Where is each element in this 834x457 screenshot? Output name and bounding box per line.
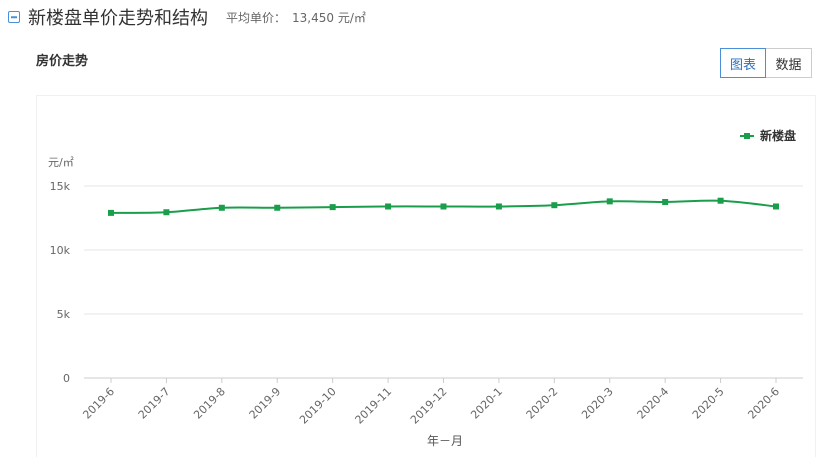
chart-view-button[interactable]: 图表 <box>720 48 766 78</box>
view-toggle: 图表 数据 <box>720 48 812 78</box>
collapse-icon[interactable] <box>8 11 20 23</box>
x-tick-label: 2020-4 <box>635 385 672 422</box>
data-point[interactable] <box>385 203 392 210</box>
x-tick-label: 2020-2 <box>524 385 561 422</box>
x-tick-label: 2019-8 <box>191 385 228 422</box>
x-tick-label: 2020-3 <box>579 385 616 422</box>
x-tick-label: 2020-1 <box>468 385 505 422</box>
section-header: 新楼盘单价走势和结构 平均单价： 13,450 元/㎡ <box>8 4 366 30</box>
average-price-label: 平均单价： <box>226 10 287 25</box>
data-point[interactable] <box>606 198 613 205</box>
data-point[interactable] <box>495 203 502 210</box>
data-point[interactable] <box>662 199 669 205</box>
chart-legend[interactable]: 新楼盘 <box>740 128 796 143</box>
legend-label: 新楼盘 <box>760 128 796 143</box>
data-point[interactable] <box>163 209 170 216</box>
x-tick-label: 2019-12 <box>408 385 450 427</box>
x-tick-label: 2020-5 <box>690 385 727 422</box>
data-point[interactable] <box>274 204 281 211</box>
section-title: 新楼盘单价走势和结构 <box>28 8 208 29</box>
y-axis-label: 元/㎡ <box>48 156 74 169</box>
chart-subtitle: 房价走势 <box>36 54 89 69</box>
average-price-value: 13,450 元/㎡ <box>292 10 366 25</box>
data-point[interactable] <box>717 197 724 204</box>
y-tick-label: 0 <box>63 372 70 385</box>
chart-panel <box>36 95 816 457</box>
data-point[interactable] <box>773 203 779 210</box>
x-tick-label: 2019-7 <box>136 385 173 422</box>
x-tick-label: 2020-6 <box>745 385 782 422</box>
data-point[interactable] <box>329 204 336 211</box>
x-tick-label: 2019-9 <box>247 385 284 422</box>
data-point[interactable] <box>218 204 225 211</box>
legend-marker <box>744 133 750 139</box>
x-axis-label: 年－月 <box>427 434 463 448</box>
y-tick-label: 15k <box>50 180 71 193</box>
y-tick-label: 5k <box>57 308 71 321</box>
x-tick-label: 2019-6 <box>80 385 117 422</box>
x-tick-label: 2019-11 <box>353 385 395 427</box>
y-tick-label: 10k <box>50 244 71 257</box>
data-point[interactable] <box>551 202 558 209</box>
data-view-button[interactable]: 数据 <box>766 48 812 78</box>
data-point[interactable] <box>108 209 114 216</box>
data-point[interactable] <box>440 203 447 210</box>
x-tick-label: 2019-10 <box>297 385 339 427</box>
